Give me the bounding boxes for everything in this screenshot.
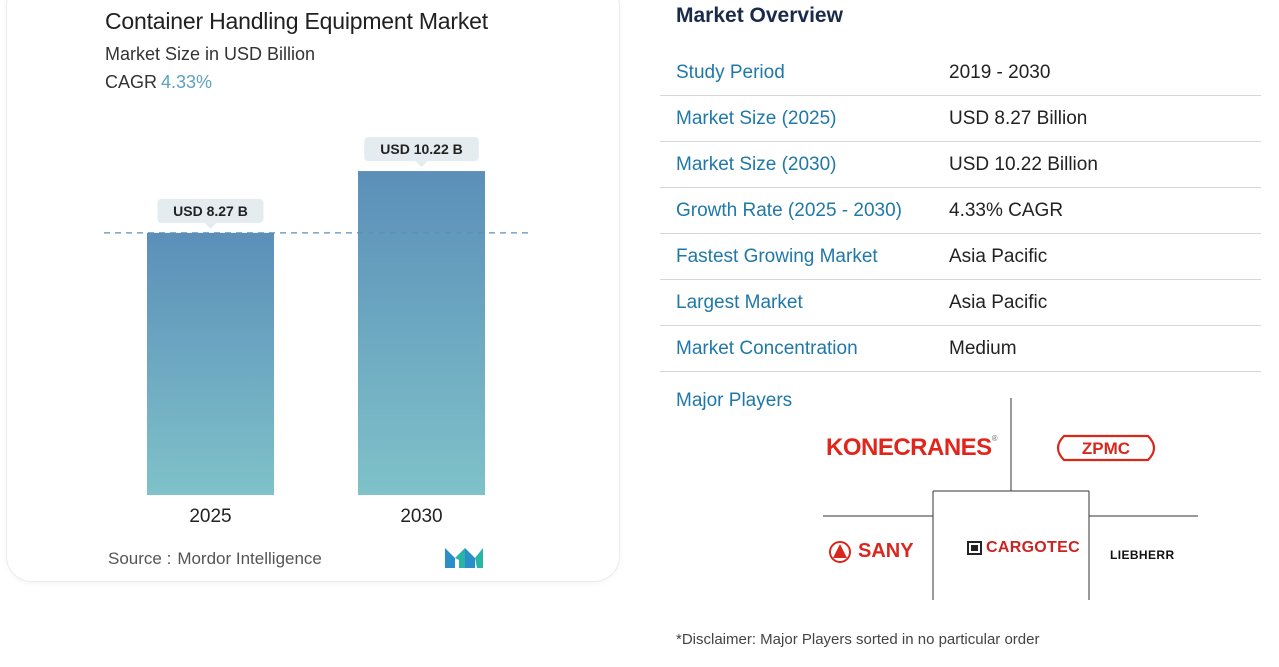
source-label: Source : [108, 549, 172, 568]
bar-2030 [358, 171, 485, 495]
overview-value: USD 8.27 Billion [949, 107, 1088, 129]
overview-key: Market Concentration [676, 337, 858, 359]
overview-key: Market Size (2030) [676, 153, 837, 175]
overview-row: Fastest Growing Market Asia Pacific [660, 234, 1261, 280]
konecranes-logo: KONECRANES® [826, 434, 998, 461]
overview-row: Market Size (2030) USD 10.22 Billion [660, 142, 1261, 188]
sany-logo: SANY [828, 540, 914, 563]
liebherr-wordmark: LIEBHERR [1110, 548, 1175, 562]
cargotec-emblem-icon [967, 541, 982, 555]
data-label-2025: USD 8.27 B [157, 198, 264, 229]
overview-value: Asia Pacific [949, 291, 1048, 313]
cargotec-logo: CARGOTEC [967, 539, 1080, 557]
svg-text:USD 8.27 B: USD 8.27 B [173, 203, 248, 219]
overview-value: 4.33% CAGR [949, 199, 1064, 221]
chart-title: Container Handling Equipment Market [105, 8, 488, 34]
x-tick-2025: 2025 [189, 506, 231, 527]
cagr-label: CAGR [105, 72, 158, 92]
overview-row: Market Concentration Medium [660, 326, 1261, 372]
overview-row: Largest Market Asia Pacific [660, 280, 1261, 326]
overview-value: Medium [949, 337, 1017, 359]
svg-text:USD 10.22 B: USD 10.22 B [380, 141, 462, 157]
overview-value: Asia Pacific [949, 245, 1048, 267]
cagr-line: CAGR 4.33% [105, 72, 212, 93]
chart-card [6, 0, 620, 582]
overview-row: Study Period 2019 - 2030 [660, 50, 1261, 96]
overview-key: Growth Rate (2025 - 2030) [676, 199, 903, 221]
zpmc-logo-icon: ZPMC [1056, 434, 1156, 462]
bar-chart: USD 8.27 B 2025 USD 10.22 B 2030 [104, 137, 530, 527]
cagr-value: 4.33% [161, 72, 213, 92]
overview-table: Study Period 2019 - 2030 Market Size (20… [660, 50, 1261, 372]
overview-key: Fastest Growing Market [676, 245, 878, 267]
source-note: Source : Mordor Intelligence [108, 549, 322, 569]
cargotec-wordmark: CARGOTEC [986, 539, 1080, 556]
overview-key: Study Period [676, 61, 785, 83]
mordor-intelligence-logo-icon [445, 548, 483, 568]
liebherr-logo: LIEBHERR [1110, 548, 1175, 562]
x-tick-2030: 2030 [400, 506, 442, 527]
data-label-2030: USD 10.22 B [364, 137, 479, 168]
sany-emblem-icon [829, 540, 851, 563]
overview-value: 2019 - 2030 [949, 61, 1051, 83]
market-overview-title: Market Overview [676, 4, 843, 27]
sany-wordmark: SANY [858, 540, 914, 562]
zpmc-wordmark: ZPMC [1082, 439, 1130, 458]
overview-key: Market Size (2025) [676, 107, 837, 129]
source-value: Mordor Intelligence [177, 549, 322, 568]
overview-value: USD 10.22 Billion [949, 153, 1098, 175]
overview-row: Growth Rate (2025 - 2030) 4.33% CAGR [660, 188, 1261, 234]
bar-2025 [147, 232, 274, 495]
konecranes-wordmark: KONECRANES [826, 434, 992, 461]
overview-key: Largest Market [676, 291, 803, 313]
major-players-title: Major Players [676, 390, 793, 411]
chart-subtitle: Market Size in USD Billion [105, 44, 316, 64]
disclaimer-note: *Disclaimer: Major Players sorted in no … [676, 631, 1040, 648]
overview-row: Market Size (2025) USD 8.27 Billion [660, 96, 1261, 142]
